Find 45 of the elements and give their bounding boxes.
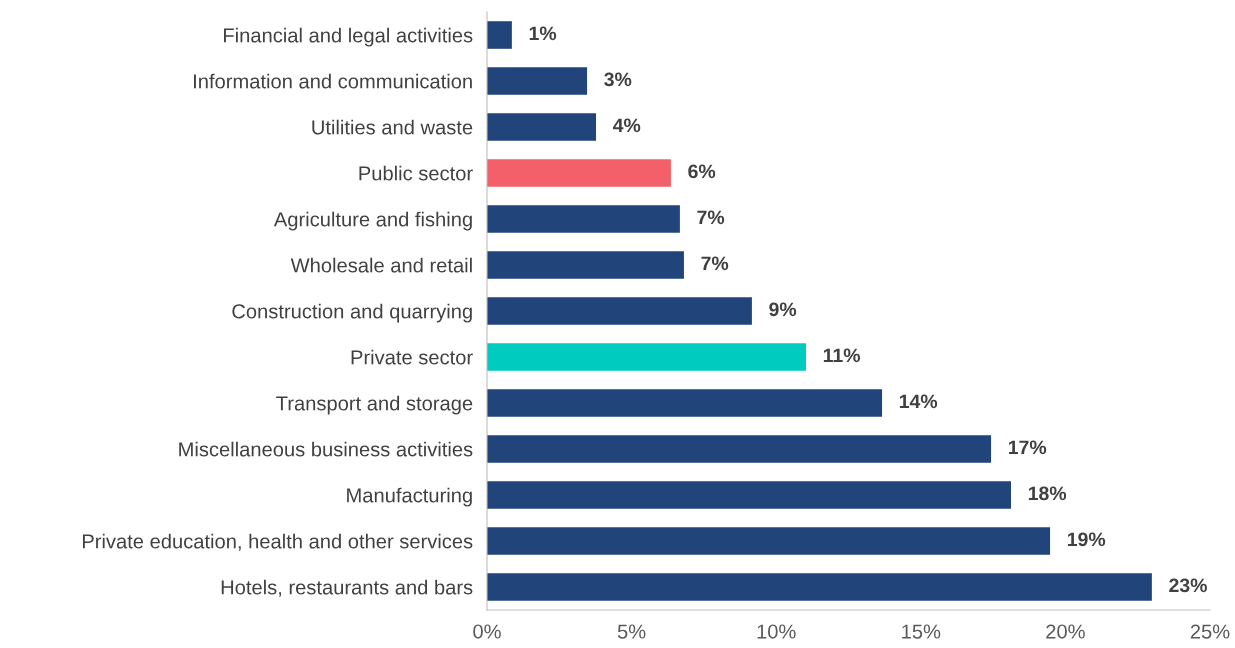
- bar: [487, 297, 752, 325]
- y-tick-label: Wholesale and retail: [290, 257, 472, 273]
- bar: [487, 481, 1012, 509]
- bar: [487, 67, 588, 95]
- y-tick-label: Private education, health and other services: [82, 533, 473, 551]
- y-tick-label: Manufacturing: [347, 487, 472, 507]
- data-label: 23%: [1169, 578, 1207, 593]
- bar: [487, 113, 597, 141]
- y-tick-label: Agriculture and fishing: [273, 211, 472, 231]
- data-label: 1%: [529, 26, 557, 41]
- bar: [487, 573, 1152, 601]
- data-label: 6%: [688, 164, 716, 179]
- bar: [487, 159, 671, 187]
- x-tick-label: 10%: [757, 624, 796, 639]
- x-tick-label: 0%: [473, 624, 501, 639]
- x-tick-label: 15%: [902, 624, 941, 639]
- bar: [487, 21, 512, 49]
- data-label: 9%: [769, 302, 797, 317]
- y-tick-label: Public sector: [359, 165, 473, 181]
- data-label: 11%: [823, 348, 860, 363]
- x-tick-label: 20%: [1046, 624, 1085, 639]
- data-label: 4%: [612, 118, 641, 133]
- bar: [487, 343, 806, 371]
- y-tick-label: Utilities and waste: [312, 119, 473, 135]
- bar: [487, 389, 883, 417]
- y-tick-label: Information and communication: [194, 73, 472, 89]
- data-label: 7%: [697, 210, 725, 225]
- data-label: 17%: [1008, 440, 1047, 455]
- bar: [487, 435, 992, 463]
- data-label: 7%: [701, 256, 729, 271]
- bar: [487, 205, 680, 233]
- y-tick-label: Private sector: [351, 349, 473, 365]
- bar: [487, 527, 1051, 555]
- data-label: 19%: [1067, 532, 1106, 547]
- y-tick-label: Financial and legal activities: [224, 27, 473, 47]
- y-tick-label: Hotels, restaurants and bars: [221, 579, 473, 597]
- data-label: 18%: [1028, 486, 1067, 501]
- x-tick-label: 25%: [1190, 624, 1230, 639]
- data-label: 3%: [604, 72, 632, 87]
- y-tick-label: Transport and storage: [276, 395, 473, 415]
- x-tick-label: 5%: [617, 624, 646, 639]
- y-tick-label: Miscellaneous business activities: [179, 441, 473, 457]
- bar: [487, 251, 684, 279]
- y-tick-label: Construction and quarrying: [232, 303, 472, 323]
- data-label: 14%: [899, 394, 938, 409]
